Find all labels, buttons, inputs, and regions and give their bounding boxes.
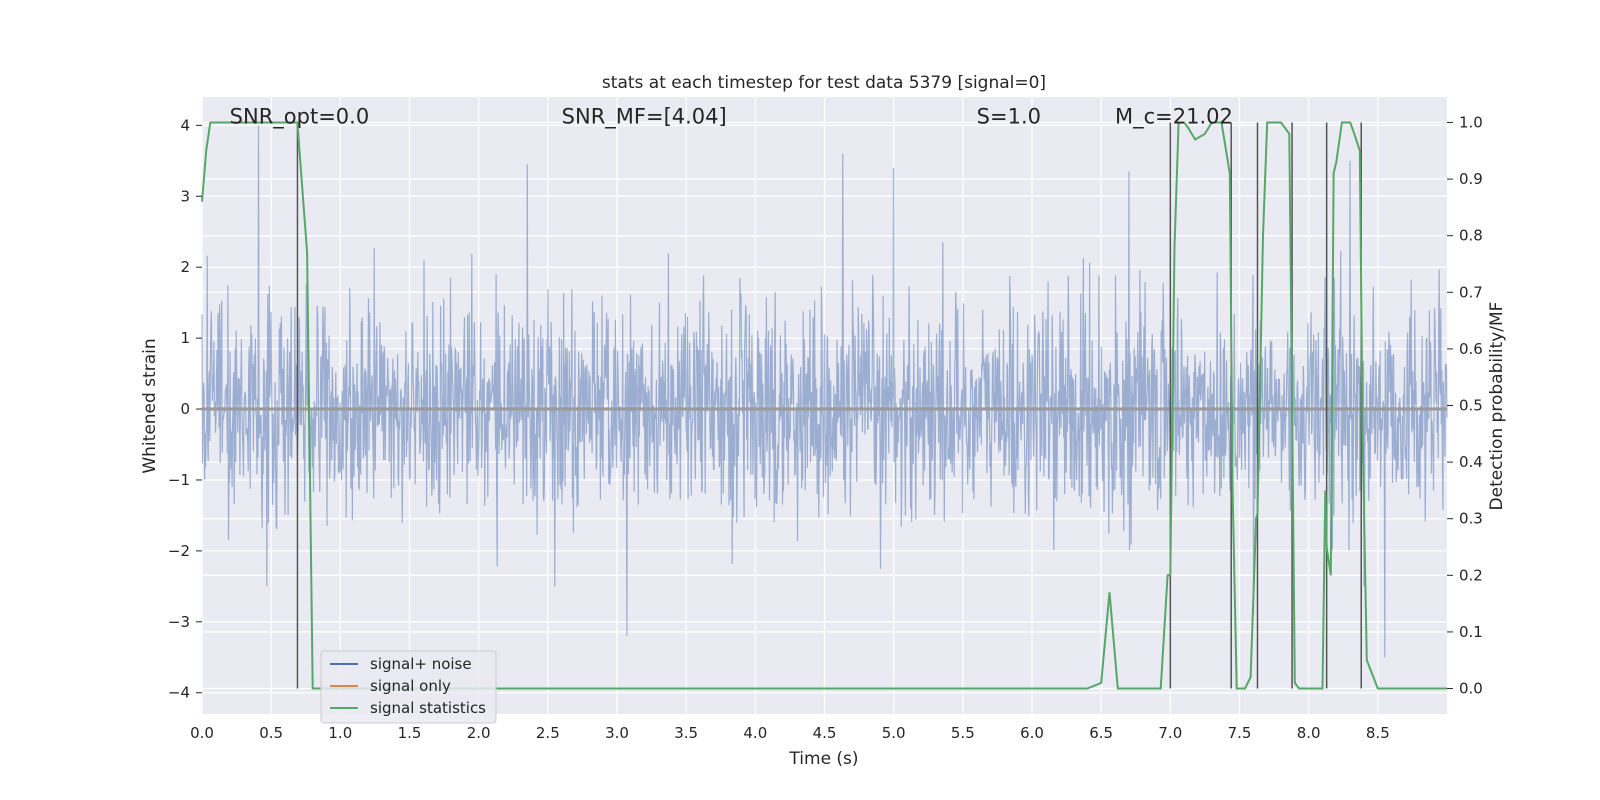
x-tick-label: 4.5: [813, 724, 837, 742]
annotation-snr-opt: SNR_opt=0.0: [230, 104, 370, 129]
y-right-tick-label: 0.0: [1459, 680, 1483, 698]
x-tick-label: 7.5: [1228, 724, 1252, 742]
x-axis-label: Time (s): [788, 749, 858, 769]
x-tick-label: 0.5: [259, 724, 283, 742]
x-axis-ticks: 0.0 0.5 1.0 1.5 2.0 2.5 3.0 3.5 4.0 4.5 5.0 5.5 6.0 6…: [190, 724, 1390, 742]
x-tick-label: 0.0: [190, 724, 214, 742]
y-right-tick-label: 0.5: [1459, 397, 1483, 415]
y-left-tick-label: −2: [168, 542, 190, 560]
annotation-s: S=1.0: [977, 104, 1041, 128]
legend: signal+ noise signal only signal statist…: [320, 650, 497, 724]
annotation-snr-mf: SNR_MF=[4.04]: [562, 104, 727, 129]
signal-noise-line: [201, 125, 1448, 658]
y-left-tick-label: −1: [168, 471, 190, 489]
y-left-tick-label: −3: [168, 613, 190, 631]
x-tick-label: 5.0: [882, 724, 906, 742]
y-right-axis-ticks: 1.0 0.9 0.8 0.7 0.6 0.5 0.4 0.3 0.2 0.1 0.0: [1447, 113, 1483, 698]
x-tick-label: 4.0: [743, 724, 767, 742]
series-signal-noise: [201, 125, 1448, 658]
x-tick-label: 7.0: [1158, 724, 1182, 742]
legend-label-signal-only: signal only: [370, 677, 451, 695]
x-tick-label: 8.0: [1297, 724, 1321, 742]
x-tick-label: 1.0: [328, 724, 352, 742]
y-left-tick-label: 0: [180, 400, 190, 418]
y-left-tick-label: −4: [168, 684, 190, 702]
annotation-mc: M_c=21.02: [1115, 104, 1233, 129]
x-tick-label: 5.5: [951, 724, 975, 742]
x-tick-label: 3.0: [605, 724, 629, 742]
series-signal-statistics: [201, 121, 1447, 690]
y-left-tick-label: 2: [180, 258, 190, 276]
y-right-tick-label: 0.1: [1459, 623, 1483, 641]
annotations: SNR_opt=0.0 SNR_MF=[4.04] S=1.0 M_c=21.02: [230, 104, 1233, 129]
y-right-tick-label: 1.0: [1459, 113, 1483, 131]
y-left-tick-label: 1: [180, 329, 190, 347]
y-right-tick-label: 0.6: [1459, 340, 1483, 358]
y-left-tick-label: 3: [180, 187, 190, 205]
x-tick-label: 3.5: [674, 724, 698, 742]
y-right-axis-label: Detection probability/MF: [1487, 302, 1507, 511]
chart-title: stats at each timestep for test data 537…: [602, 73, 1046, 93]
y-right-tick-label: 0.9: [1459, 170, 1483, 188]
x-tick-label: 1.5: [398, 724, 422, 742]
x-tick-label: 6.5: [1089, 724, 1113, 742]
y-right-tick-label: 0.3: [1459, 510, 1483, 528]
x-tick-label: 6.0: [1020, 724, 1044, 742]
y-left-axis-label: Whitened strain: [140, 338, 160, 473]
x-tick-label: 2.5: [536, 724, 560, 742]
y-left-axis-ticks: 4 3 2 1 0 −1 −2 −3 −4: [168, 116, 202, 702]
y-right-tick-label: 0.7: [1459, 283, 1483, 301]
x-tick-label: 2.0: [467, 724, 491, 742]
signal-statistics-line: [201, 121, 1447, 690]
y-right-tick-label: 0.4: [1459, 453, 1483, 471]
x-tick-label: 8.5: [1366, 724, 1390, 742]
legend-label-signal-noise: signal+ noise: [370, 655, 472, 673]
legend-box: [320, 650, 497, 724]
y-right-tick-label: 0.8: [1459, 227, 1483, 245]
y-right-tick-label: 0.2: [1459, 566, 1483, 584]
legend-label-signal-statistics: signal statistics: [370, 699, 486, 717]
y-left-tick-label: 4: [180, 116, 190, 134]
